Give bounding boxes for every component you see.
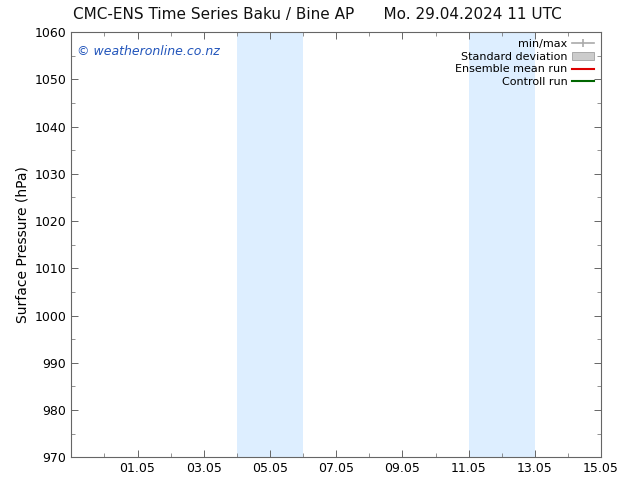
Text: CMC-ENS Time Series Baku / Bine AP      Mo. 29.04.2024 11 UTC: CMC-ENS Time Series Baku / Bine AP Mo. 2… bbox=[73, 7, 561, 23]
Y-axis label: Surface Pressure (hPa): Surface Pressure (hPa) bbox=[15, 166, 29, 323]
Bar bbox=[237, 32, 303, 457]
Bar bbox=[469, 32, 535, 457]
Legend: min/max, Standard deviation, Ensemble mean run, Controll run: min/max, Standard deviation, Ensemble me… bbox=[455, 38, 595, 88]
Text: © weatheronline.co.nz: © weatheronline.co.nz bbox=[77, 45, 219, 58]
